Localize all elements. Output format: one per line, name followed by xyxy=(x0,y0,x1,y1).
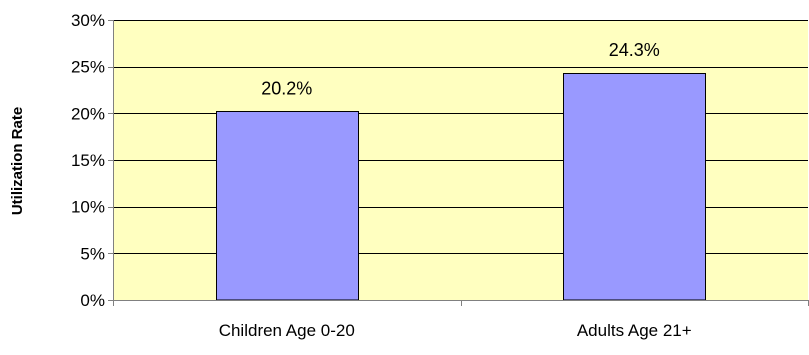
y-tick-labels: 0% 5% 10% 15% 20% 25% 30% xyxy=(71,11,105,310)
y-axis-title: Utilization Rate xyxy=(9,107,26,215)
data-labels: 20.2% 24.3% xyxy=(261,40,660,98)
y-tick-label: 15% xyxy=(71,151,105,170)
x-tick-label: Adults Age 21+ xyxy=(577,321,692,340)
bar xyxy=(216,111,359,301)
bar xyxy=(563,73,706,301)
y-tick-label: 30% xyxy=(71,11,105,30)
data-label: 24.3% xyxy=(609,40,660,60)
y-tick-label: 10% xyxy=(71,198,105,217)
y-tick-label: 5% xyxy=(80,244,105,263)
x-tick-labels: Children Age 0-20 Adults Age 21+ xyxy=(219,321,692,340)
y-tick-label: 20% xyxy=(71,104,105,123)
y-tick-label: 0% xyxy=(80,291,105,310)
bars xyxy=(216,73,706,301)
data-label: 20.2% xyxy=(261,78,312,98)
y-tick-label: 25% xyxy=(71,58,105,77)
x-tick-label: Children Age 0-20 xyxy=(219,321,355,340)
